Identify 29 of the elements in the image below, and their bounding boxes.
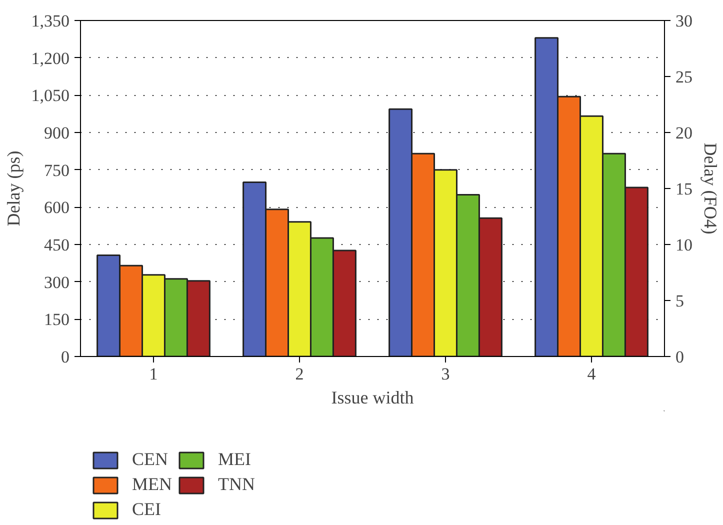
x-tick-label: 2 xyxy=(295,364,304,384)
y-tick-label: 300 xyxy=(44,272,70,292)
y-tick-label: 450 xyxy=(44,236,70,254)
x-tick-label: 1 xyxy=(149,364,158,384)
legend-label: CEN xyxy=(132,449,168,470)
x-tick-label: 3 xyxy=(441,364,450,384)
y-tick-label: 600 xyxy=(44,198,70,218)
x-axis-title: Issue width xyxy=(331,388,414,408)
y-tick-label: 1,200 xyxy=(31,48,70,68)
y2-tick-label: 10 xyxy=(676,236,692,254)
y-tick-label: 1,050 xyxy=(31,86,70,106)
legend-label: TNN xyxy=(218,474,255,495)
y-tick-label: 900 xyxy=(44,124,70,142)
legend-label: CEI xyxy=(132,499,161,520)
y-tick-label: 0 xyxy=(61,348,70,366)
y2-tick-label: 0 xyxy=(676,348,684,366)
y2-tick-label: 20 xyxy=(676,124,692,142)
y-tick-label: 1,350 xyxy=(31,12,70,30)
y-tick-label: 750 xyxy=(44,160,70,180)
y2-tick-label: 15 xyxy=(676,180,692,198)
y2-tick-label: 30 xyxy=(676,12,692,30)
y2-tick-label: 25 xyxy=(676,68,692,86)
legend-label: MEN xyxy=(132,474,172,495)
y-axis-title: Delay (ps) xyxy=(3,150,24,226)
y2-tick-label: 5 xyxy=(676,292,684,310)
x-tick-label: 4 xyxy=(587,364,596,384)
y2-axis-title: Delay (FO4) xyxy=(700,142,720,234)
legend-label: MEI xyxy=(218,449,251,470)
y-tick-label: 150 xyxy=(44,310,70,330)
